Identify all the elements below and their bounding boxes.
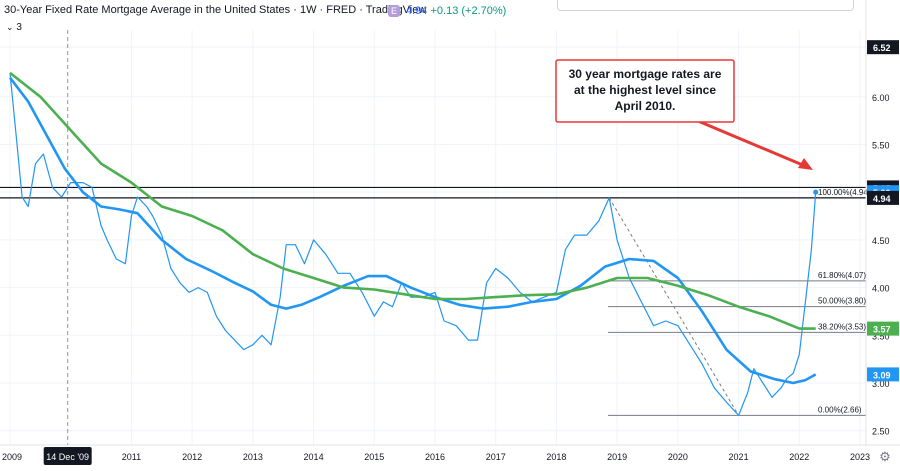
time-axis: 2009 14 Dec '09 2011 2012 2013 2014 2015 2016 20… [0, 444, 900, 465]
series-line-thin [9, 72, 817, 416]
annotation-line-1: 30 year mortgage rates are [569, 67, 722, 81]
gridlines [0, 30, 866, 445]
price-tag-label: 3.57 [873, 325, 891, 335]
time-tick-label: 2022 [789, 452, 809, 462]
price-tick-label: 5.50 [872, 140, 890, 150]
series-line-ma-long [9, 71, 816, 330]
layers-count: 3 [16, 22, 22, 33]
price-tag-box [867, 40, 899, 55]
time-tick-label: 2018 [546, 452, 566, 462]
price-tag-box [867, 190, 899, 205]
symbol-title[interactable]: 30-Year Fixed Rate Mortgage Average in t… [4, 4, 427, 16]
price-tag-label: 3.09 [873, 370, 891, 380]
annotation-box[interactable] [555, 59, 735, 123]
time-tick-label: 2015 [364, 452, 384, 462]
fibonacci-retracement: 100.00%(4.94) 61.80%(4.07) 50.00%(3.80) 38.… [605, 188, 871, 416]
price-tag-label: 6.52 [873, 43, 891, 53]
toolbar-panel[interactable] [557, 0, 854, 11]
quote-readout: 4.94 +0.13 (+2.70%) [406, 5, 506, 17]
time-tick-label: 2021 [729, 452, 749, 462]
time-tick-label: 2011 [122, 452, 141, 462]
price-tag-box [867, 321, 899, 336]
annotation-arrow [697, 119, 806, 168]
time-tick-label: 2020 [668, 452, 688, 462]
fib-level-label: 50.00%(3.80) [818, 297, 866, 306]
price-tags: 6.525.055.004.943.573.09 [867, 40, 899, 382]
price-tick-label: 3.50 [872, 331, 890, 341]
time-tick-label: 2012 [182, 452, 202, 462]
gear-icon[interactable]: ⚙ [879, 449, 891, 464]
annotation: 30 year mortgage rates are at the highes… [555, 59, 813, 170]
time-tick-label: 2014 [304, 452, 324, 462]
last-point-marker [813, 189, 819, 195]
series-lines [8, 71, 819, 416]
annotation-line-2: at the highest level since [574, 83, 716, 97]
price-tag-label: 4.94 [873, 194, 891, 204]
price-tick-label: 4.00 [872, 284, 890, 294]
time-tick-label: 2019 [607, 452, 627, 462]
arrow-head-icon [798, 158, 813, 170]
price-tick-label: 2.50 [872, 427, 890, 437]
price-tick-label: 6.00 [872, 93, 890, 103]
time-tick-label: 2023 [850, 452, 870, 462]
last-price: 4.94 [406, 5, 428, 17]
earnings-badge[interactable]: E [388, 5, 400, 17]
price-tick-label: 3.00 [872, 379, 890, 389]
annotation-line-3: April 2010. [615, 99, 676, 113]
chevron-down-icon: ⌄ [6, 22, 14, 32]
fib-level-label: 100.00%(4.94) [818, 188, 871, 197]
time-tick-label: 2013 [243, 452, 263, 462]
fib-level-label: 38.20%(3.53) [818, 322, 866, 331]
fib-level-label: 0.00%(2.66) [818, 405, 862, 414]
fib-trend-line [608, 197, 740, 416]
chart-header: 30-Year Fixed Rate Mortgage Average in t… [0, 0, 900, 22]
time-tick-label: 2017 [486, 452, 506, 462]
series-line-ma-short [8, 76, 817, 385]
price-tick-label: 4.50 [872, 236, 890, 246]
cursor-date-box [43, 447, 92, 465]
horizontal-lines [0, 186, 866, 199]
time-tick-label: 2016 [425, 452, 445, 462]
fib-level-label: 61.80%(4.07) [818, 271, 866, 280]
time-tick-label: 2009 [2, 452, 22, 462]
cursor-date-label: 14 Dec '09 [46, 452, 89, 462]
price-change: +0.13 (+2.70%) [430, 5, 507, 17]
layers-toggle[interactable]: ⌄ 3 [6, 22, 22, 33]
price-tag-box [867, 367, 899, 382]
